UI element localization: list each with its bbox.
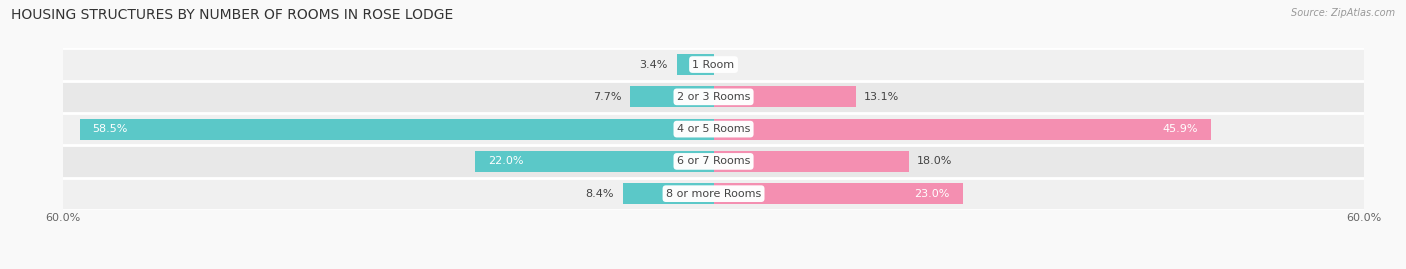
Text: 8 or more Rooms: 8 or more Rooms xyxy=(666,189,761,199)
Bar xyxy=(63,113,1364,145)
Bar xyxy=(713,86,855,107)
Text: HOUSING STRUCTURES BY NUMBER OF ROOMS IN ROSE LODGE: HOUSING STRUCTURES BY NUMBER OF ROOMS IN… xyxy=(11,8,454,22)
Text: 7.7%: 7.7% xyxy=(593,92,621,102)
Text: 6 or 7 Rooms: 6 or 7 Rooms xyxy=(676,156,751,167)
Bar xyxy=(63,81,1364,113)
Bar xyxy=(713,183,963,204)
Bar xyxy=(80,119,713,140)
Bar xyxy=(623,183,713,204)
Bar xyxy=(63,178,1364,210)
Bar xyxy=(676,54,713,75)
Text: 1 Room: 1 Room xyxy=(693,59,734,70)
Text: 8.4%: 8.4% xyxy=(585,189,614,199)
Bar xyxy=(63,145,1364,178)
Text: 13.1%: 13.1% xyxy=(865,92,900,102)
Text: Source: ZipAtlas.com: Source: ZipAtlas.com xyxy=(1291,8,1395,18)
Bar xyxy=(63,48,1364,81)
Text: 18.0%: 18.0% xyxy=(917,156,953,167)
Text: 58.5%: 58.5% xyxy=(93,124,128,134)
Bar xyxy=(475,151,713,172)
Bar xyxy=(713,151,908,172)
Text: 3.4%: 3.4% xyxy=(640,59,668,70)
Bar xyxy=(630,86,713,107)
Text: 4 or 5 Rooms: 4 or 5 Rooms xyxy=(676,124,751,134)
Text: 2 or 3 Rooms: 2 or 3 Rooms xyxy=(676,92,751,102)
Bar xyxy=(713,119,1211,140)
Text: 23.0%: 23.0% xyxy=(914,189,950,199)
Text: 22.0%: 22.0% xyxy=(488,156,523,167)
Text: 45.9%: 45.9% xyxy=(1163,124,1198,134)
